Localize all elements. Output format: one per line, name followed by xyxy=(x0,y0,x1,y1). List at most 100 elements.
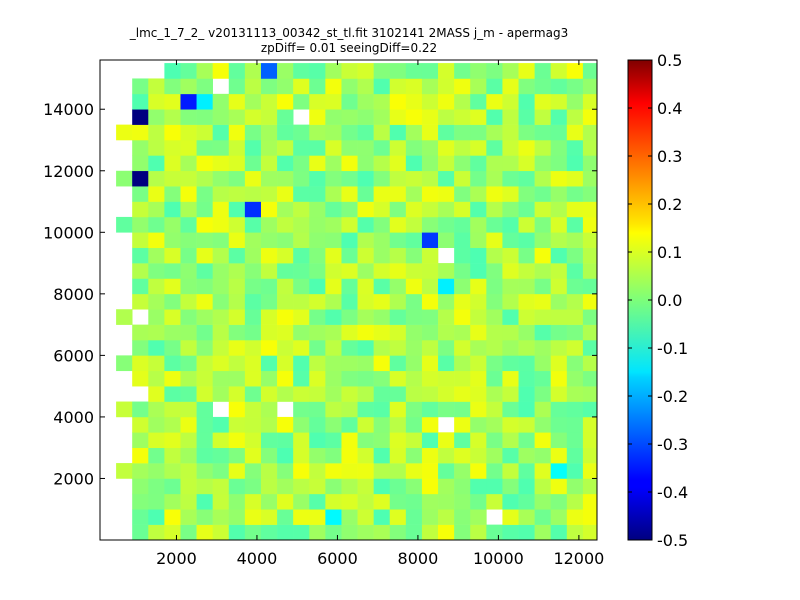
heatmap-cell xyxy=(421,401,439,418)
heatmap-cell xyxy=(373,370,391,387)
heatmap-cell xyxy=(164,124,181,141)
heatmap-cell xyxy=(164,140,181,156)
heatmap-cell xyxy=(486,463,503,479)
heatmap-cell xyxy=(196,263,213,279)
heatmap-cell xyxy=(421,370,439,387)
heatmap-cell xyxy=(373,63,391,79)
heatmap-cell xyxy=(373,340,391,356)
heatmap-cell xyxy=(438,478,455,495)
heatmap-cell xyxy=(470,493,487,510)
heatmap-cell xyxy=(212,478,230,495)
heatmap-cell xyxy=(260,509,278,525)
heatmap-cell xyxy=(148,216,165,233)
heatmap-cell xyxy=(341,324,358,341)
heatmap-cell xyxy=(534,78,552,95)
heatmap-cell xyxy=(438,493,455,510)
heatmap-cell xyxy=(454,78,471,95)
heatmap-cell xyxy=(389,370,407,387)
heatmap-cell xyxy=(502,324,519,341)
heatmap-cell xyxy=(502,493,519,510)
heatmap-cell xyxy=(212,524,230,541)
heatmap-cell xyxy=(518,232,535,248)
heatmap-cell xyxy=(518,493,535,510)
heatmap-cell xyxy=(148,155,165,172)
heatmap-cell xyxy=(550,324,568,341)
heatmap-cell xyxy=(550,370,568,387)
heatmap-cell xyxy=(470,278,487,295)
heatmap-cell xyxy=(309,124,326,141)
heatmap-cell xyxy=(148,93,165,110)
heatmap-cell xyxy=(582,263,598,279)
heatmap-cell xyxy=(244,416,262,433)
heatmap-cell xyxy=(470,293,487,310)
heatmap-cell xyxy=(293,478,310,495)
heatmap-cell xyxy=(421,201,439,218)
heatmap-cell xyxy=(421,524,439,541)
heatmap-cell xyxy=(341,78,358,95)
heatmap-cell xyxy=(405,493,423,510)
heatmap-cell xyxy=(438,263,455,279)
heatmap-cell xyxy=(486,109,503,125)
heatmap-cell xyxy=(502,386,519,402)
chart-title-line1: _lmc_1_7_2_ v20131113_00342_st_tl.fit 31… xyxy=(129,26,568,40)
heatmap-cell xyxy=(566,478,584,495)
heatmap-cell xyxy=(421,386,439,402)
heatmap-cell xyxy=(550,293,568,310)
heatmap-cell xyxy=(454,216,471,233)
heatmap-cell xyxy=(373,432,391,448)
heatmap-cell xyxy=(357,401,374,418)
heatmap-cell xyxy=(341,309,358,325)
heatmap-cell xyxy=(470,416,487,433)
heatmap-cell xyxy=(518,432,535,448)
heatmap-cell xyxy=(470,478,487,495)
x-axis-ticks: 2000 4000 6000 8000 10000 12000 xyxy=(156,60,604,568)
heatmap-cell xyxy=(212,386,230,402)
heatmap-cell xyxy=(180,309,197,325)
heatmap-cell xyxy=(309,416,326,433)
heatmap-cell xyxy=(582,170,598,187)
heatmap-cell xyxy=(438,155,455,172)
heatmap-cell xyxy=(196,370,213,387)
heatmap-cell xyxy=(277,186,294,202)
heatmap-cell xyxy=(502,355,519,372)
heatmap-cell xyxy=(518,324,535,341)
heatmap-cell xyxy=(277,63,294,79)
heatmap-cell xyxy=(309,524,326,541)
heatmap-cell xyxy=(277,155,294,172)
heatmap-cell xyxy=(470,463,487,479)
heatmap-cell xyxy=(518,447,535,464)
heatmap-cell xyxy=(550,463,568,479)
heatmap-cell xyxy=(228,509,246,525)
heatmap-cell xyxy=(212,416,230,433)
heatmap-cell xyxy=(148,432,165,448)
heatmap-cell xyxy=(309,63,326,79)
heatmap-cell xyxy=(502,109,519,125)
heatmap-cell xyxy=(534,140,552,156)
heatmap-cell xyxy=(116,124,133,141)
heatmap-cell xyxy=(196,216,213,233)
heatmap-cell xyxy=(486,386,503,402)
heatmap-cell xyxy=(164,447,181,464)
heatmap-cell xyxy=(180,509,197,525)
heatmap-cell xyxy=(405,509,423,525)
heatmap-cell xyxy=(566,386,584,402)
heatmap-cell xyxy=(518,216,535,233)
heatmap-cell xyxy=(277,124,294,141)
y-axis-ticks: 2000 4000 6000 8000 10000 12000 14000 xyxy=(43,100,597,488)
heatmap-cell xyxy=(132,432,149,448)
heatmap-cell xyxy=(277,93,294,110)
heatmap-cell xyxy=(438,216,455,233)
heatmap-cell xyxy=(244,340,262,356)
heatmap-cell xyxy=(582,201,598,218)
heatmap-cell xyxy=(405,201,423,218)
heatmap-cell xyxy=(421,340,439,356)
y-tick-label: 6000 xyxy=(53,346,94,365)
heatmap-cell xyxy=(325,263,342,279)
heatmap-cell xyxy=(196,524,213,541)
heatmap-cell xyxy=(470,401,487,418)
heatmap-cell xyxy=(421,432,439,448)
heatmap-cell xyxy=(277,263,294,279)
heatmap-cell xyxy=(244,263,262,279)
heatmap-cell xyxy=(454,278,471,295)
y-tick-label: 8000 xyxy=(53,285,94,304)
